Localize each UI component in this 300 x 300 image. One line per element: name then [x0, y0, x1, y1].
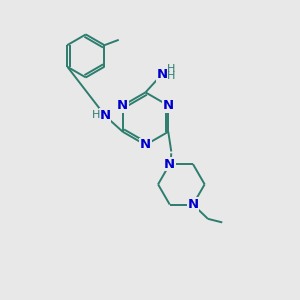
Text: H: H — [167, 71, 175, 81]
Text: N: N — [99, 109, 110, 122]
Text: N: N — [163, 99, 174, 112]
Text: N: N — [156, 68, 167, 81]
Text: N: N — [140, 138, 151, 152]
Text: N: N — [117, 99, 128, 112]
Text: N: N — [188, 198, 199, 211]
Text: N: N — [164, 158, 175, 171]
Text: H: H — [92, 110, 101, 120]
Text: H: H — [167, 64, 175, 74]
